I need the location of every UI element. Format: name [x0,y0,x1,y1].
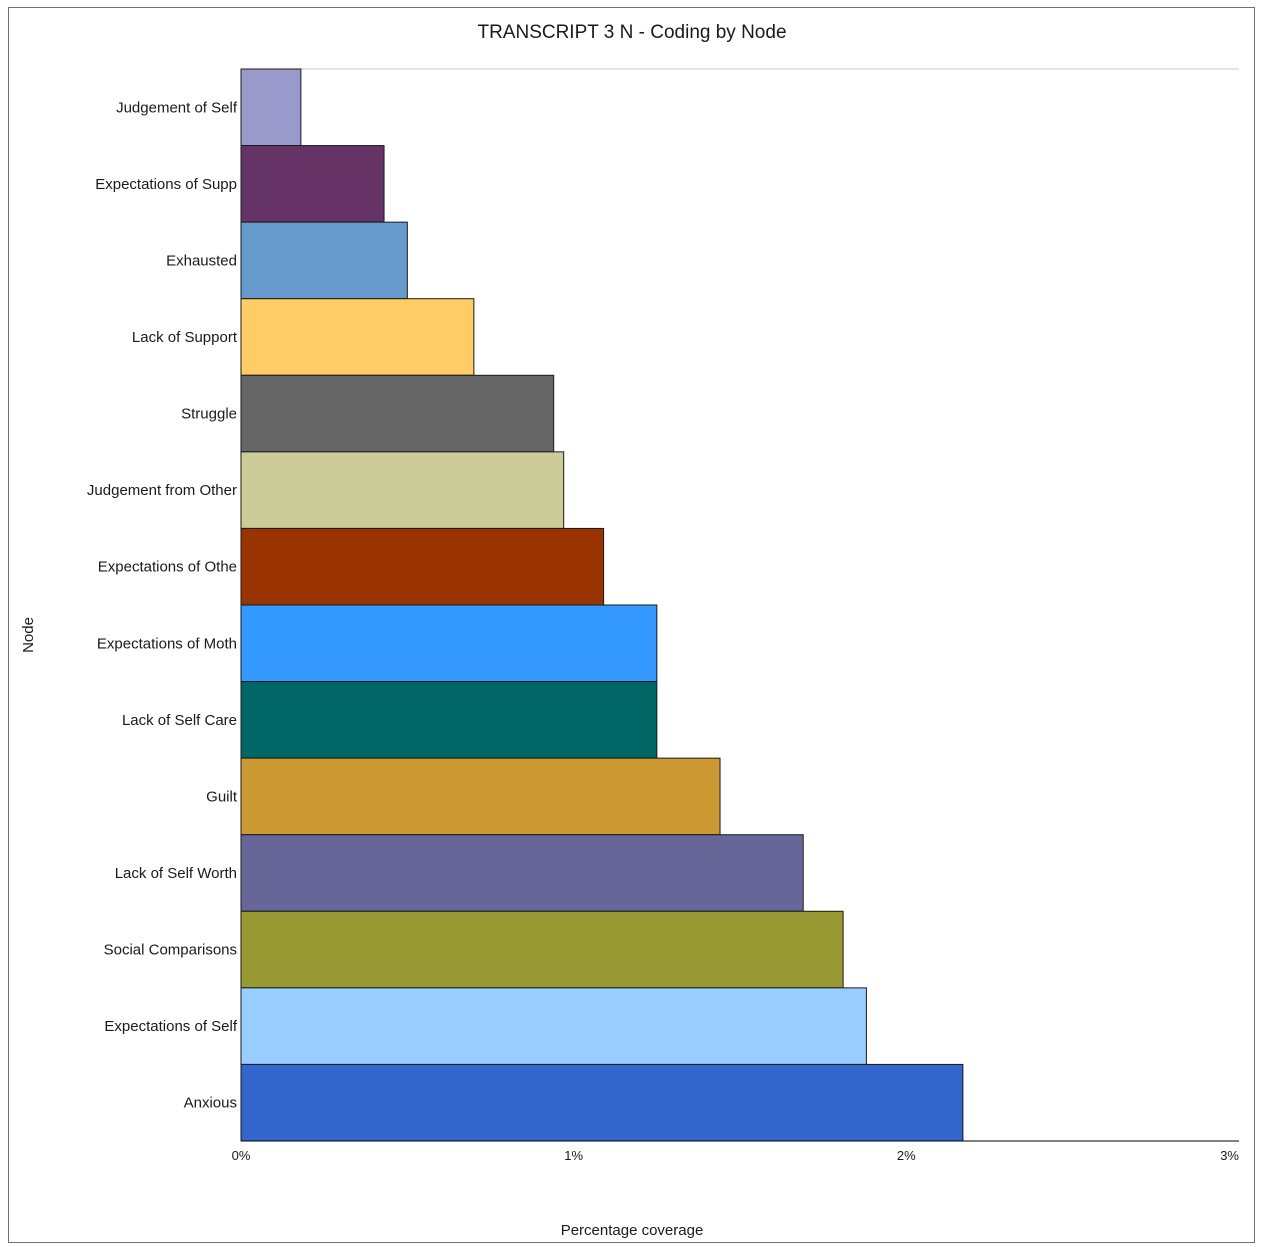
category-label: Anxious [184,1095,237,1112]
category-label: Struggle [181,406,237,423]
bar-judgement-from-other [240,451,565,529]
category-label: Guilt [206,788,238,805]
category-label: Lack of Support [132,329,238,346]
bars-group [240,68,964,1142]
y-axis-label: Node [20,617,37,653]
category-label: Lack of Self Care [122,712,237,729]
category-label: Expectations of Supp [95,176,237,193]
bar-expectations-of-self [240,987,867,1065]
bar-social-comparisons [240,910,844,989]
bar-judgement-of-self [240,68,302,147]
category-label: Judgement of Self [116,99,238,116]
bar-expectations-of-othe [240,527,605,606]
category-label: Judgement from Other [87,482,237,499]
chart-frame: TRANSCRIPT 3 N - Coding by Node Judgemen… [8,7,1255,1243]
category-label: Expectations of Self [104,1018,237,1035]
x-tick-labels: 0% 1% 2% 3% [232,1148,1240,1163]
category-label: Lack of Self Worth [115,865,237,882]
bar-struggle [240,374,555,453]
bar-exhausted [240,221,408,300]
bar-anxious [240,1063,964,1142]
category-label: Expectations of Othe [98,559,237,576]
bar-lack-of-support [240,298,475,376]
bar-expectations-of-supp [240,145,385,223]
category-label: Exhausted [166,252,237,269]
x-tick-label: 0% [232,1148,251,1163]
x-axis-label: Percentage coverage [561,1222,704,1239]
chart-title: TRANSCRIPT 3 N - Coding by Node [477,22,786,43]
x-tick-label: 3% [1220,1148,1239,1163]
x-tick-label: 1% [564,1148,583,1163]
bar-lack-of-self-care [240,681,658,759]
category-label: Social Comparisons [104,942,237,959]
category-label: Expectations of Moth [97,635,237,652]
bar-guilt [240,757,721,836]
x-tick-label: 2% [897,1148,916,1163]
bar-expectations-of-moth [240,604,658,683]
bar-lack-of-self-worth [240,834,804,912]
bar-chart: TRANSCRIPT 3 N - Coding by Node Judgemen… [20,22,1240,1239]
category-labels: Judgement of Self Expectations of Supp Exh… [87,99,238,1111]
